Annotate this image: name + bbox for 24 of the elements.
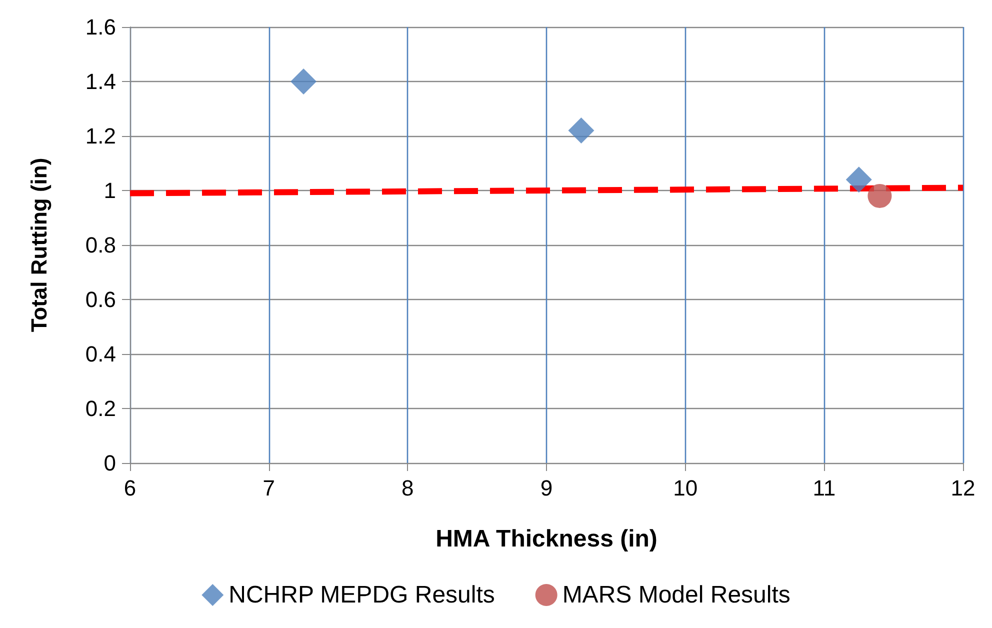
y-tick-label: 1.6 (85, 14, 116, 40)
x-tick-label: 11 (812, 476, 836, 500)
point (568, 118, 594, 144)
y-tick-label: 1 (104, 178, 116, 203)
y-axis-title: Total Rutting (in) (26, 158, 52, 332)
point (290, 68, 317, 94)
y-tick-label: 1.2 (85, 124, 116, 148)
x-tick-label: 9 (540, 476, 553, 500)
x-tick-label: 12 (950, 476, 976, 500)
x-tick-label: 6 (124, 476, 136, 500)
x-tick-label: 7 (262, 476, 275, 500)
y-tick-label: 0.8 (85, 232, 116, 258)
y-tick-label: 1.4 (85, 69, 116, 94)
x-tick-label: 8 (402, 476, 414, 500)
point (868, 184, 892, 208)
y-tick-label: 0 (104, 450, 116, 476)
x-axis-title: HMA Thickness (in) (436, 526, 658, 552)
y-tick-label: 0.6 (85, 287, 116, 312)
legend-label: NCHRP MEPDG Results (228, 582, 495, 608)
x-tick-label: 10 (673, 476, 698, 500)
y-tick-label: 0.2 (85, 396, 116, 421)
y-tick-label: 0.4 (85, 342, 116, 366)
legend-label: MARS Model Results (562, 582, 790, 608)
point (846, 166, 872, 193)
